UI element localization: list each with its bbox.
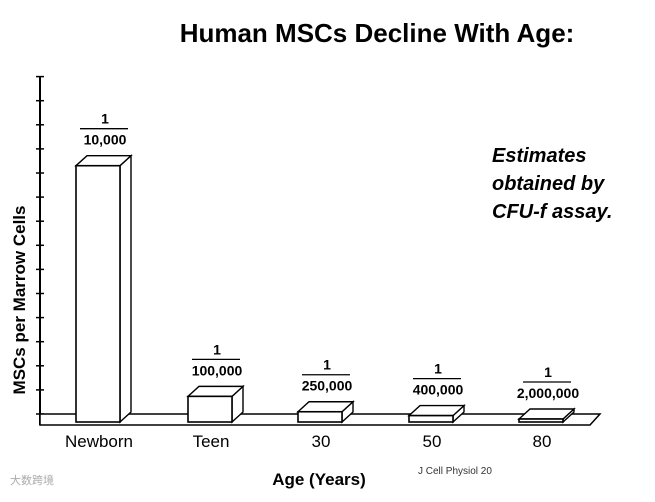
- fraction-denominator: 400,000: [413, 382, 464, 398]
- bar-fraction: 1 10,000: [80, 111, 128, 148]
- x-tick-labels: Newborn Teen 30 50 80: [65, 432, 551, 451]
- annotation-line-2: obtained by: [492, 173, 605, 195]
- bar-front: [408, 414, 454, 423]
- bar-30: [296, 400, 355, 424]
- watermark-text: 大数跨境: [10, 473, 54, 487]
- bar-front: [297, 410, 343, 423]
- fraction-numerator: 1: [544, 364, 552, 380]
- bar-fraction: 1 250,000: [302, 357, 353, 394]
- bar-80: [517, 407, 576, 424]
- x-tick-label: 30: [312, 432, 331, 451]
- x-tick-label: Newborn: [65, 432, 133, 451]
- x-axis-label: Age (Years): [272, 470, 366, 489]
- x-tick-label: 80: [533, 432, 552, 451]
- fraction-numerator: 1: [213, 341, 221, 357]
- bar-front: [187, 395, 233, 423]
- x-tick-label: 50: [423, 432, 442, 451]
- annotation-line-3: CFU-f assay.: [492, 201, 612, 223]
- y-axis-ticks: [36, 75, 44, 415]
- fraction-denominator: 2,000,000: [517, 385, 579, 401]
- bar-newborn: [74, 154, 133, 424]
- fraction-denominator: 10,000: [84, 132, 127, 148]
- fraction-numerator: 1: [101, 111, 109, 127]
- bars-group: [74, 154, 576, 424]
- citation-text: J Cell Physiol 20: [418, 466, 492, 477]
- bar-fraction-labels: 1 10,000 1 100,000 1 250,000 1 400,000 1 2,000,00…: [80, 111, 579, 401]
- bar-fraction: 1 100,000: [192, 341, 243, 378]
- bar-fraction: 1 400,000: [413, 361, 464, 398]
- fraction-numerator: 1: [434, 361, 442, 377]
- bar-front: [518, 418, 564, 423]
- bar-front: [75, 164, 121, 423]
- y-axis-label: MSCs per Marrow Cells: [10, 206, 29, 395]
- annotation-note: Estimates obtained by CFU-f assay.: [492, 145, 612, 223]
- fraction-numerator: 1: [323, 357, 331, 373]
- fraction-denominator: 100,000: [192, 362, 243, 378]
- annotation-line-1: Estimates: [492, 145, 587, 167]
- bar-fraction: 1 2,000,000: [517, 364, 579, 401]
- bar-50: [407, 404, 466, 424]
- bar-teen: [186, 384, 245, 424]
- bar-side: [119, 154, 132, 424]
- fraction-denominator: 250,000: [302, 378, 353, 394]
- x-tick-label: Teen: [193, 432, 230, 451]
- chart-title: Human MSCs Decline With Age:: [180, 18, 575, 48]
